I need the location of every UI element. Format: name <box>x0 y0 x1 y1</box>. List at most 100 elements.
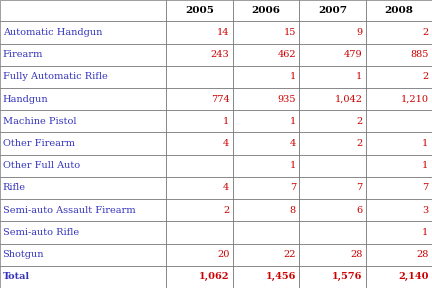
Text: 9: 9 <box>356 28 362 37</box>
Text: Rifle: Rifle <box>3 183 25 192</box>
Text: 28: 28 <box>350 250 362 259</box>
Text: 7: 7 <box>422 183 429 192</box>
Text: Other Firearm: Other Firearm <box>3 139 75 148</box>
Bar <box>166 0 233 21</box>
Text: 2: 2 <box>356 139 362 148</box>
Text: 243: 243 <box>211 50 229 59</box>
Bar <box>166 88 233 110</box>
Bar <box>0 43 166 66</box>
Text: 8: 8 <box>290 206 296 215</box>
Text: Automatic Handgun: Automatic Handgun <box>3 28 102 37</box>
Bar <box>0 21 166 43</box>
Text: 774: 774 <box>211 95 229 104</box>
Text: 2: 2 <box>356 117 362 126</box>
Bar <box>0 266 166 288</box>
Bar <box>299 110 366 132</box>
Bar <box>366 132 432 155</box>
Bar <box>299 88 366 110</box>
Bar <box>0 66 166 88</box>
Bar <box>166 221 233 244</box>
Text: 885: 885 <box>410 50 429 59</box>
Text: 1: 1 <box>290 161 296 170</box>
Bar <box>299 177 366 199</box>
Bar <box>366 266 432 288</box>
Bar <box>366 66 432 88</box>
Text: Other Full Auto: Other Full Auto <box>3 161 80 170</box>
Text: 7: 7 <box>290 183 296 192</box>
Bar <box>166 244 233 266</box>
Text: 1: 1 <box>422 139 429 148</box>
Bar <box>0 244 166 266</box>
Text: Semi-auto Assault Firearm: Semi-auto Assault Firearm <box>3 206 135 215</box>
Bar <box>366 244 432 266</box>
Text: 1: 1 <box>223 117 229 126</box>
Text: 2: 2 <box>422 72 429 82</box>
Bar <box>366 0 432 21</box>
Text: 1: 1 <box>356 72 362 82</box>
Text: 20: 20 <box>217 250 229 259</box>
Bar <box>299 21 366 43</box>
Text: 1,042: 1,042 <box>334 95 362 104</box>
Bar <box>299 266 366 288</box>
Bar <box>166 155 233 177</box>
Text: 2008: 2008 <box>384 6 413 15</box>
Bar <box>299 244 366 266</box>
Text: 3: 3 <box>422 206 429 215</box>
Bar <box>366 43 432 66</box>
Bar <box>0 155 166 177</box>
Bar <box>233 266 299 288</box>
Text: 2005: 2005 <box>185 6 214 15</box>
Text: Fully Automatic Rifle: Fully Automatic Rifle <box>3 72 107 82</box>
Text: 4: 4 <box>290 139 296 148</box>
Bar <box>166 266 233 288</box>
Bar <box>299 0 366 21</box>
Text: 1: 1 <box>290 117 296 126</box>
Text: 1,456: 1,456 <box>266 272 296 281</box>
Bar <box>366 88 432 110</box>
Text: 462: 462 <box>277 50 296 59</box>
Bar <box>366 155 432 177</box>
Text: 22: 22 <box>283 250 296 259</box>
Bar <box>0 0 166 21</box>
Bar <box>233 110 299 132</box>
Text: 15: 15 <box>283 28 296 37</box>
Text: Shotgun: Shotgun <box>3 250 44 259</box>
Bar <box>299 199 366 221</box>
Text: 1,576: 1,576 <box>332 272 362 281</box>
Bar <box>0 110 166 132</box>
Text: 1,210: 1,210 <box>400 95 429 104</box>
Text: Firearm: Firearm <box>3 50 43 59</box>
Bar <box>0 132 166 155</box>
Text: 2,140: 2,140 <box>398 272 429 281</box>
Bar <box>366 177 432 199</box>
Bar <box>233 21 299 43</box>
Text: 4: 4 <box>223 139 229 148</box>
Bar <box>166 177 233 199</box>
Text: 6: 6 <box>356 206 362 215</box>
Bar <box>366 21 432 43</box>
Bar <box>366 221 432 244</box>
Bar <box>166 66 233 88</box>
Bar <box>166 199 233 221</box>
Text: 1: 1 <box>422 228 429 237</box>
Bar <box>299 43 366 66</box>
Bar <box>233 221 299 244</box>
Bar <box>233 132 299 155</box>
Bar <box>0 88 166 110</box>
Bar <box>233 155 299 177</box>
Bar <box>233 66 299 88</box>
Bar <box>233 43 299 66</box>
Text: 4: 4 <box>223 183 229 192</box>
Text: 479: 479 <box>344 50 362 59</box>
Text: 1,062: 1,062 <box>199 272 229 281</box>
Bar <box>0 177 166 199</box>
Bar <box>166 43 233 66</box>
Text: 2007: 2007 <box>318 6 347 15</box>
Bar <box>299 66 366 88</box>
Bar <box>166 21 233 43</box>
Bar <box>166 110 233 132</box>
Bar <box>299 155 366 177</box>
Text: 2006: 2006 <box>251 6 281 15</box>
Text: 14: 14 <box>217 28 229 37</box>
Text: 935: 935 <box>277 95 296 104</box>
